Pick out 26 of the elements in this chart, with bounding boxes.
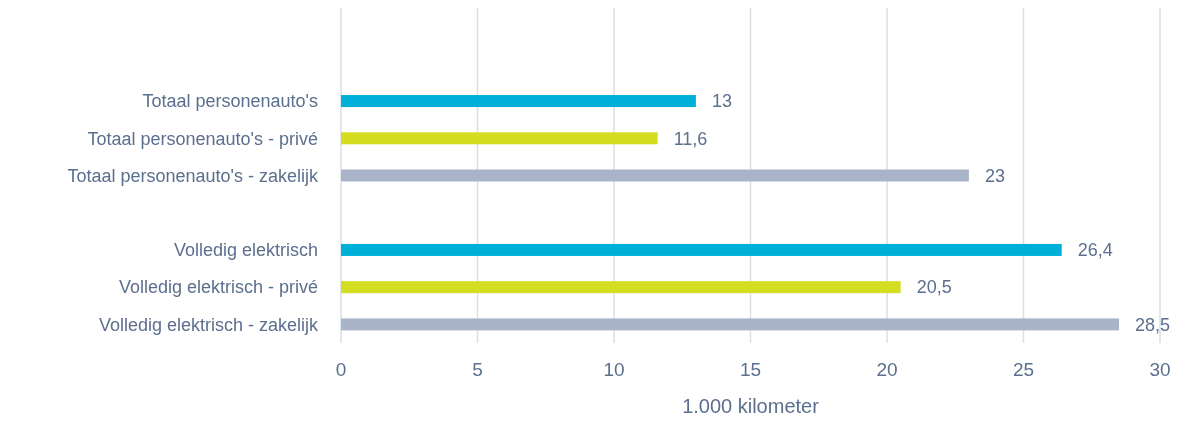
x-tick-label: 20: [876, 359, 898, 380]
x-tick-label: 5: [472, 359, 483, 380]
y-tick-label: Volledig elektrisch: [173, 240, 318, 261]
bar: [341, 169, 969, 182]
data-label: 20,5: [916, 277, 952, 298]
x-tick-label: 15: [739, 359, 762, 380]
x-tick-label: 10: [603, 359, 625, 380]
y-tick-label: Volledig elektrisch - zakelijk: [98, 314, 319, 335]
bar: [341, 132, 658, 145]
bar: [341, 281, 901, 294]
data-label: 26,4: [1077, 240, 1113, 261]
y-tick-label: Totaal personenauto's - privé: [87, 128, 318, 149]
data-label: 23: [984, 165, 1005, 186]
bar: [341, 243, 1062, 256]
y-tick-label: Totaal personenauto's - zakelijk: [67, 165, 319, 186]
x-tick-label: 30: [1149, 359, 1171, 380]
x-tick-label: 25: [1012, 359, 1035, 380]
data-label: 13: [711, 91, 732, 112]
data-label: 28,5: [1135, 314, 1171, 335]
bar: [341, 95, 696, 108]
y-tick-label: Volledig elektrisch - privé: [118, 277, 318, 298]
data-label: 11,6: [673, 128, 708, 149]
x-tick-label: 0: [335, 359, 347, 380]
x-axis-title: 1.000 kilometer: [682, 395, 820, 417]
bar: [341, 318, 1120, 331]
y-tick-label: Totaal personenauto's: [142, 91, 318, 112]
